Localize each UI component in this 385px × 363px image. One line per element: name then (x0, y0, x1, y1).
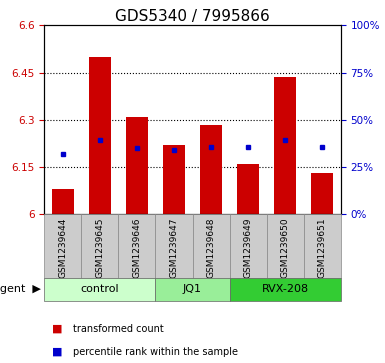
Text: GSM1239644: GSM1239644 (58, 217, 67, 278)
Bar (156, 214, 192, 278)
Text: GSM1239648: GSM1239648 (206, 217, 216, 278)
Bar (156, 278, 229, 301)
Bar (229, 278, 341, 301)
Text: GSM1239645: GSM1239645 (95, 217, 104, 278)
Bar (89, 57, 111, 214)
Bar (44, 278, 156, 301)
Bar (267, 214, 304, 278)
Text: GSM1239647: GSM1239647 (169, 217, 179, 278)
Text: GSM1239651: GSM1239651 (318, 217, 327, 278)
Text: JQ1: JQ1 (183, 285, 202, 294)
Bar (311, 173, 333, 214)
Bar (304, 214, 341, 278)
Bar (192, 214, 229, 278)
Text: ■: ■ (52, 347, 62, 357)
Bar (163, 145, 185, 214)
Text: ■: ■ (52, 324, 62, 334)
Bar (200, 125, 222, 214)
Bar (119, 214, 156, 278)
Text: percentile rank within the sample: percentile rank within the sample (73, 347, 238, 357)
Bar (229, 214, 266, 278)
Bar (274, 77, 296, 214)
Text: agent  ▶: agent ▶ (0, 285, 40, 294)
Text: GDS5340 / 7995866: GDS5340 / 7995866 (115, 9, 270, 24)
Text: RVX-208: RVX-208 (261, 285, 309, 294)
Bar (44, 214, 81, 278)
Bar (52, 189, 74, 214)
Text: transformed count: transformed count (73, 324, 164, 334)
Bar (81, 214, 119, 278)
Text: GSM1239646: GSM1239646 (132, 217, 141, 278)
Text: control: control (80, 285, 119, 294)
Text: GSM1239649: GSM1239649 (244, 217, 253, 278)
Bar (237, 164, 259, 214)
Text: GSM1239650: GSM1239650 (281, 217, 290, 278)
Bar (126, 117, 148, 214)
